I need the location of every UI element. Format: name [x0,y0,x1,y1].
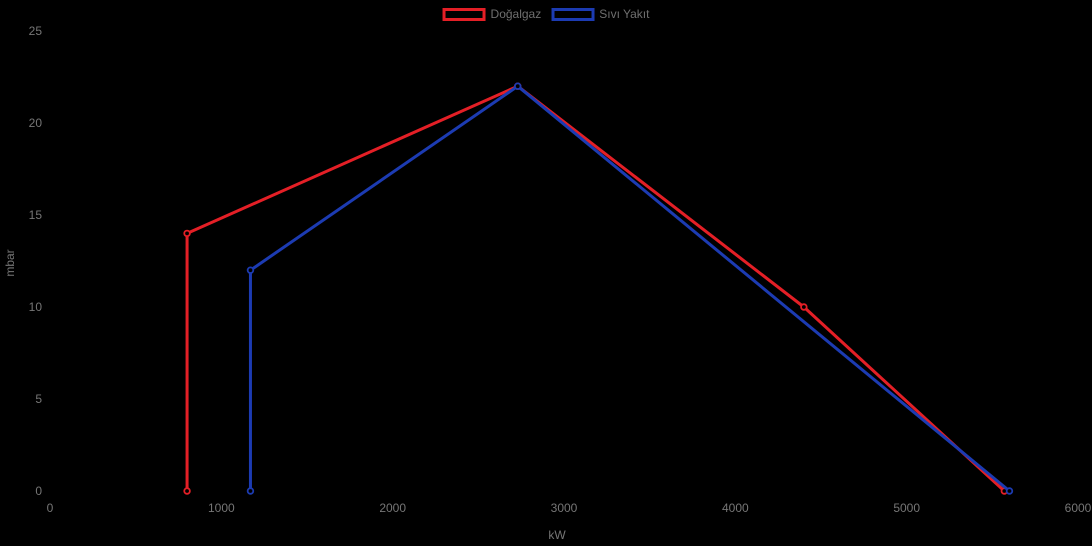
series-1-marker [1005,487,1014,495]
y-axis-tick-labels: 0 5 10 15 20 25 [29,24,43,498]
series-1-line [248,84,1011,493]
dogalgaz-line-swatch-icon [442,7,486,21]
y-tick-label: 25 [29,24,43,38]
y-tick-label: 15 [29,208,43,222]
x-tick-label: 1000 [208,501,235,515]
x-axis-title: kW [548,528,566,542]
y-tick-label: 20 [29,116,43,130]
series-1-marker [246,487,255,495]
x-tick-label: 4000 [722,501,749,515]
legend: Doğalgaz Sıvı Yakıt [442,7,649,21]
series-1-marker [246,266,255,274]
x-tick-label: 2000 [379,501,406,515]
series-0-marker [183,229,191,238]
x-tick-label: 0 [47,501,54,515]
y-tick-label: 10 [29,300,43,314]
legend-item-dogalgaz: Doğalgaz [442,7,542,21]
series-plot-area [183,82,1014,495]
series-0-marker [183,487,191,495]
series-0-line [185,84,1006,493]
x-tick-label: 3000 [551,501,578,515]
y-tick-label: 5 [35,392,42,406]
x-tick-label: 6000 [1065,501,1092,515]
legend-item-sivi-yakit: Sıvı Yakıt [551,7,649,21]
sivi-yakit-line-swatch-icon [551,7,595,21]
x-tick-label: 5000 [893,501,920,515]
y-tick-label: 0 [35,484,42,498]
x-axis-tick-labels: 0 1000 2000 3000 4000 5000 6000 [47,501,1092,515]
legend-label-sivi-yakit: Sıvı Yakıt [599,7,650,21]
legend-label-dogalgaz: Doğalgaz [490,7,542,21]
y-axis-title: mbar [3,249,17,276]
series-1-marker [514,82,522,90]
series-0-marker [800,303,808,311]
